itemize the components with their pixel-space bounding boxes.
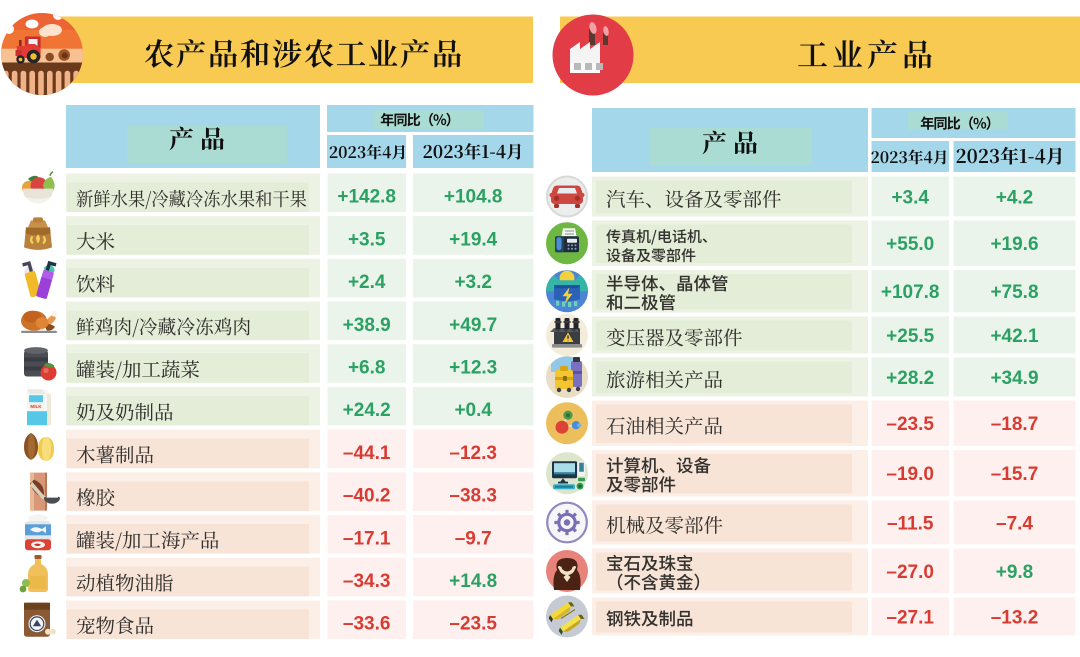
svg-text:+49.7: +49.7 xyxy=(449,315,497,336)
svg-text:+25.5: +25.5 xyxy=(886,326,935,347)
svg-text:+38.9: +38.9 xyxy=(343,315,391,336)
svg-text:–19.0: –19.0 xyxy=(886,464,934,485)
svg-text:–44.1: –44.1 xyxy=(343,443,391,464)
svg-text:+75.8: +75.8 xyxy=(990,282,1038,303)
svg-text:–7.4: –7.4 xyxy=(996,513,1033,534)
svg-text:+107.8: +107.8 xyxy=(881,282,940,303)
svg-text:+6.8: +6.8 xyxy=(348,358,386,379)
svg-text:+19.6: +19.6 xyxy=(990,234,1038,255)
svg-text:–23.5: –23.5 xyxy=(886,414,934,435)
svg-text:–23.5: –23.5 xyxy=(449,614,497,635)
svg-text:+4.2: +4.2 xyxy=(996,187,1034,208)
svg-text:–27.1: –27.1 xyxy=(886,607,934,628)
svg-text:–40.2: –40.2 xyxy=(343,486,391,507)
svg-text:–27.0: –27.0 xyxy=(886,562,934,583)
svg-text:+24.2: +24.2 xyxy=(343,400,391,421)
svg-text:+9.8: +9.8 xyxy=(996,562,1034,583)
svg-text:+28.2: +28.2 xyxy=(886,368,934,389)
svg-text:–11.5: –11.5 xyxy=(887,513,934,534)
svg-text:+3.5: +3.5 xyxy=(348,229,386,250)
svg-text:+3.2: +3.2 xyxy=(454,272,492,293)
svg-text:+19.4: +19.4 xyxy=(449,229,498,250)
svg-text:–38.3: –38.3 xyxy=(449,486,497,507)
svg-text:–17.1: –17.1 xyxy=(343,528,391,549)
svg-text:+2.4: +2.4 xyxy=(348,272,386,293)
svg-text:+34.9: +34.9 xyxy=(990,368,1038,389)
svg-text:+55.0: +55.0 xyxy=(886,234,934,255)
svg-text:–34.3: –34.3 xyxy=(343,571,391,592)
svg-text:–12.3: –12.3 xyxy=(449,443,497,464)
svg-text:–15.7: –15.7 xyxy=(991,464,1039,485)
svg-text:–18.7: –18.7 xyxy=(991,414,1039,435)
svg-text:+12.3: +12.3 xyxy=(449,358,497,379)
svg-text:MILK: MILK xyxy=(30,404,42,409)
svg-text:–33.6: –33.6 xyxy=(343,614,391,635)
svg-text:+3.4: +3.4 xyxy=(891,187,929,208)
svg-text:–13.2: –13.2 xyxy=(991,607,1039,628)
svg-text:+0.4: +0.4 xyxy=(454,400,492,421)
svg-text:+104.8: +104.8 xyxy=(444,187,503,208)
svg-text:–9.7: –9.7 xyxy=(455,528,492,549)
svg-text:+42.1: +42.1 xyxy=(990,326,1039,347)
svg-text:+14.8: +14.8 xyxy=(449,571,497,592)
svg-text:+142.8: +142.8 xyxy=(337,187,396,208)
